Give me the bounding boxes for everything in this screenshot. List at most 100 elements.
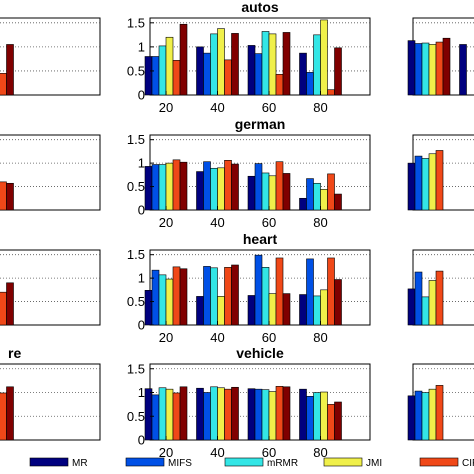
- panel-11-bar: [428, 388, 437, 441]
- panel-9-bar: [144, 388, 153, 441]
- panel-9-ytick-label: 1: [138, 385, 145, 400]
- panel-9-bar: [320, 391, 328, 441]
- panel-2-bar: [421, 42, 430, 96]
- panel-6-ytick-label: 0: [138, 318, 145, 333]
- panel-9-bar: [165, 388, 174, 441]
- panel-2-bar: [435, 41, 444, 96]
- panel-8-bar: [414, 271, 423, 326]
- panel-2-bar: [442, 37, 451, 96]
- panel-3-bar: [172, 159, 181, 211]
- panel-10-bar: [6, 386, 14, 441]
- panel-11-bar: [407, 395, 416, 441]
- panel-1-bar: [172, 60, 181, 96]
- panel-1-ytick-label: 1.5: [127, 15, 145, 30]
- panel-7-bar: [6, 282, 14, 326]
- panel-6-bar: [261, 267, 270, 326]
- panel-1-bar: [268, 33, 277, 96]
- panel-11-bar: [435, 385, 444, 441]
- panel-1-bar: [179, 23, 188, 96]
- panel-4-bar: [6, 182, 14, 211]
- panel-9-bar: [172, 392, 181, 441]
- panel-9-bar: [275, 386, 284, 441]
- panel-6-bar: [158, 274, 167, 326]
- panel-1-xtick-label: 20: [159, 100, 173, 115]
- panel-6-bar: [254, 254, 263, 326]
- panel-6-bar: [320, 289, 328, 326]
- panel-8-bar: [428, 280, 437, 326]
- panel-2-bar: [407, 40, 416, 96]
- panel-1-title: autos: [241, 0, 279, 15]
- legend-label-3: JMI: [366, 458, 382, 469]
- panel-1-bar: [320, 19, 328, 96]
- panel-7-axes: [0, 249, 101, 326]
- panel-1-bar: [158, 45, 167, 96]
- panel-3-bar: [320, 189, 328, 211]
- panel-3-bar: [179, 161, 188, 211]
- panel-3-bar: [334, 193, 342, 211]
- panel-3-bar: [224, 160, 232, 211]
- panel-3-xtick-label: 60: [262, 215, 276, 230]
- panel-6-bar: [275, 257, 284, 326]
- panel-3-bar: [313, 182, 321, 211]
- panel-1-bar: [313, 34, 321, 96]
- panel-6-bar: [247, 295, 256, 326]
- panel-9-bar: [334, 401, 342, 441]
- panel-8-bar: [421, 296, 430, 326]
- panel-6-bar: [210, 267, 218, 326]
- panel-9-bar: [247, 388, 256, 441]
- panel-3-bar: [268, 175, 277, 211]
- panel-2-bar: [428, 44, 437, 96]
- panel-6-bar: [144, 290, 153, 326]
- panel-1-bar: [151, 56, 160, 96]
- panel-1-bar: [299, 52, 307, 96]
- panel-9-bar: [254, 388, 263, 441]
- panel-6-bar: [165, 278, 174, 326]
- panel-5-bar: [414, 155, 423, 211]
- panel-6-bar: [224, 267, 232, 326]
- panel-1-ytick-label: 1: [138, 39, 145, 54]
- panel-1-bar: [231, 33, 239, 96]
- panel-1-ytick-label: 0.5: [127, 63, 145, 78]
- panel-9-title: vehicle: [236, 345, 284, 361]
- panel-3-bar: [254, 163, 263, 211]
- panel-2-bar: [414, 43, 423, 96]
- panel-3-bar: [282, 173, 291, 211]
- panel-6-xtick-label: 40: [210, 330, 224, 345]
- panel-9-xtick-label: 60: [262, 445, 276, 460]
- panel-3-bar: [306, 178, 314, 211]
- legend-label-1: MIFS: [168, 458, 192, 469]
- panel-9-bar: [299, 388, 307, 441]
- panel-9-bar: [327, 404, 335, 441]
- legend-swatch-3: [323, 457, 363, 467]
- legend-swatch-4: [419, 457, 459, 467]
- panel-5-bar: [421, 158, 430, 211]
- panel-1-xtick-label: 40: [210, 100, 224, 115]
- legend-swatch-0: [29, 457, 69, 467]
- legend-label-0: MR: [72, 458, 88, 469]
- panel-5-bar: [407, 162, 416, 211]
- panel-6-bar: [179, 268, 188, 326]
- panel-4-axes: [0, 134, 101, 211]
- panel-3-bar: [144, 166, 153, 211]
- panel-1-bar: [306, 72, 314, 96]
- panel-6-ytick-label: 1.5: [127, 247, 145, 262]
- panel-1-bar: [261, 31, 270, 96]
- panel-3-bar: [231, 163, 239, 211]
- panel-9-ytick-label: 0: [138, 433, 145, 448]
- panel-8-bar: [435, 270, 444, 326]
- legend-label-2: mRMR: [267, 458, 298, 469]
- panel-6-bar: [306, 258, 314, 326]
- panel-9-xtick-label: 80: [313, 445, 327, 460]
- panel-9-bar: [306, 395, 314, 441]
- panel-3-bar: [247, 175, 256, 211]
- panel-6-bar: [217, 296, 225, 326]
- panel-8-bar: [407, 288, 416, 326]
- panel-9-bar: [196, 387, 204, 441]
- panel-3-bar: [196, 171, 204, 211]
- panel-3-bar: [327, 173, 335, 211]
- panel-3-bar: [217, 167, 225, 211]
- panel-9-ytick-label: 1.5: [127, 361, 145, 376]
- panel-9-bar: [179, 386, 188, 441]
- legend-label-4: CIFE: [462, 458, 474, 469]
- panel-6-ytick-label: 1: [138, 271, 145, 286]
